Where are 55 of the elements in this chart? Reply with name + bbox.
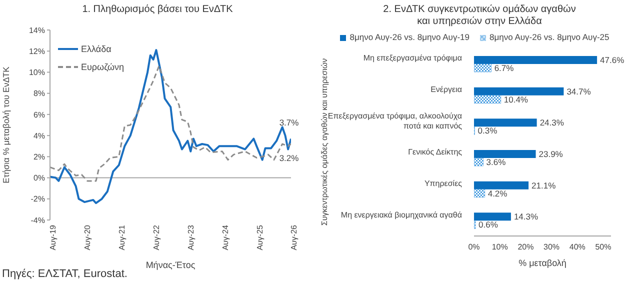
x-tick-label: Αυγ-24 xyxy=(220,224,230,250)
data-label: 0.3% xyxy=(478,126,498,136)
y-tick-label: Μη ενεργειακά βιομηχανικά αγαθά xyxy=(340,210,462,220)
legend-label: 8μηνο Αυγ-26 vs. 8μηνο Αυγ-19 xyxy=(350,32,470,42)
x-tick-label: 0% xyxy=(468,242,480,252)
y-tick-label: 10% xyxy=(28,68,45,78)
y-tick-label: 0% xyxy=(33,174,45,183)
legend-label: Ευρωζώνη xyxy=(81,61,124,74)
y-axis-title: Συγκεντρωτικές ομάδες αγαθών και υπηρεσιών xyxy=(320,58,329,226)
data-label: 23.9% xyxy=(538,149,564,159)
data-label: 34.7% xyxy=(566,86,592,96)
data-label: 47.6% xyxy=(600,55,625,65)
y-tick-label: Γενικός Δείκτης xyxy=(408,148,462,157)
x-tick-label: 50% xyxy=(595,242,612,252)
y-tick-label: -4% xyxy=(30,216,45,225)
y-tick-label: Μη επεξεργασμένα τρόφιμα xyxy=(363,54,462,63)
legend-label: Ελλάδα xyxy=(81,43,112,56)
data-label: 24.3% xyxy=(540,118,564,128)
x-tick-label: Αυγ-25 xyxy=(255,224,264,250)
data-label: 0.6% xyxy=(478,220,498,230)
legend-label: 8μηνο Αυγ-26 vs. 8μηνο Αυγ-25 xyxy=(490,32,610,42)
x-tick-label: 40% xyxy=(569,242,586,252)
y-tick-label: Επεξεργασμένα τρόφιμα, αλκοολούχα ποτά και καπνός xyxy=(328,111,462,130)
data-label: 14.3% xyxy=(514,212,539,222)
y-tick-label: 2% xyxy=(33,152,45,162)
y-tick-label: Ενέργεια xyxy=(430,85,462,94)
x-tick-label: Αυγ-21 xyxy=(118,224,127,250)
x-tick-label: Αυγ-19 xyxy=(48,224,58,250)
chart-title: 2. ΕνΔΤΚ συγκεντρωτικών ομάδων αγαθών και υπηρεσιών στην Ελλάδα xyxy=(383,4,576,27)
x-tick-label: Αυγ-26 xyxy=(290,224,299,250)
x-tick-label: 30% xyxy=(544,242,560,252)
y-tick-label: -2% xyxy=(30,194,45,204)
chart-title: 1. Πληθωρισμός βάσει του ΕνΔΤΚ xyxy=(81,4,234,17)
x-tick-label: 10% xyxy=(492,242,508,252)
y-tick-label: 8% xyxy=(33,89,45,98)
x-tick-label: Αυγ-20 xyxy=(83,224,92,250)
data-label: 3.6% xyxy=(486,157,506,167)
data-label: 21.1% xyxy=(532,180,556,190)
data-label: 6.7% xyxy=(494,63,514,73)
x-axis-title: % μεταβολή xyxy=(518,258,566,268)
x-tick-label: Αυγ-23 xyxy=(186,224,196,250)
data-label: 10.4% xyxy=(504,94,528,104)
annotation: 3.7% xyxy=(279,118,300,128)
y-tick-label: Υπηρεσίες xyxy=(424,179,462,188)
y-tick-label: 6% xyxy=(33,110,45,120)
y-tick-label: 14% xyxy=(28,26,45,35)
y-axis-title: Ετήσια % μεταβολή του ΕνΔΤΚ xyxy=(1,66,12,184)
x-tick-label: 20% xyxy=(518,242,534,252)
data-label: 4.2% xyxy=(488,188,508,198)
annotation: 3.2% xyxy=(279,153,300,163)
x-tick-label: Αυγ-22 xyxy=(152,224,161,250)
x-axis-title: Μήνας-Έτος xyxy=(146,260,196,270)
y-tick-label: 4% xyxy=(33,131,45,140)
text: Πηγές: ΕΛΣΤΑΤ, Eurostat. xyxy=(2,268,128,280)
y-tick-label: 12% xyxy=(28,46,45,56)
